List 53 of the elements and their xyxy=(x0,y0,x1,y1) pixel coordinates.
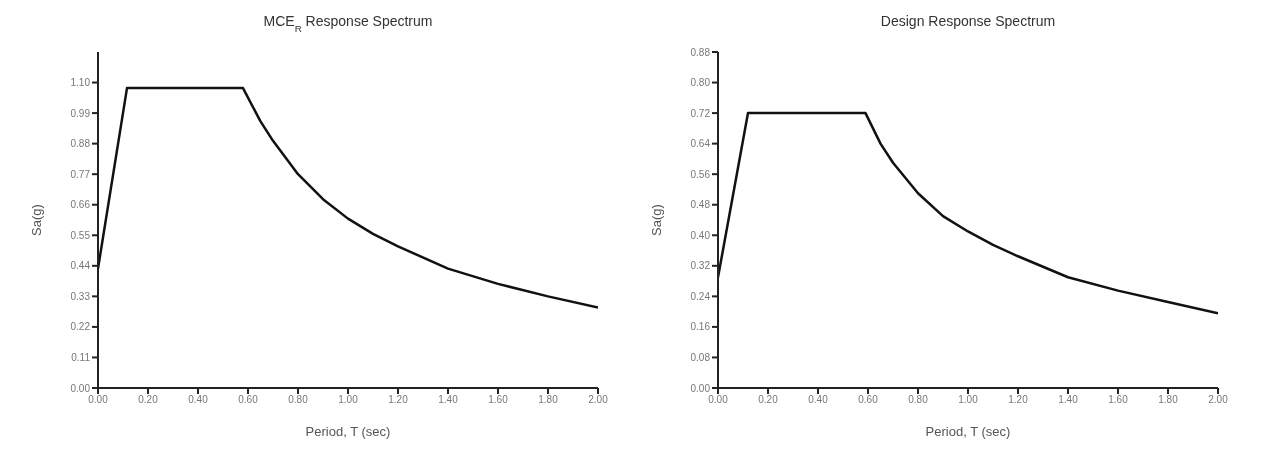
y-tick-label: 0.66 xyxy=(70,199,91,211)
y-tick-label: 0.64 xyxy=(690,138,711,150)
x-tick-label: 2.00 xyxy=(588,394,609,406)
x-tick-label: 0.20 xyxy=(758,394,779,406)
y-tick-label: 0.88 xyxy=(690,46,711,58)
x-tick-label: 0.20 xyxy=(138,394,159,406)
y-tick-label: 0.40 xyxy=(690,229,711,241)
x-tick-label: 0.00 xyxy=(708,394,729,406)
x-tick-label: 1.20 xyxy=(1008,394,1029,406)
y-tick-label: 0.48 xyxy=(690,199,711,211)
y-tick-label: 0.00 xyxy=(70,382,91,394)
line-series xyxy=(718,111,1218,315)
x-tick-label: 2.00 xyxy=(1208,394,1229,406)
x-tick-label: 0.00 xyxy=(88,394,109,406)
y-tick-label: 0.00 xyxy=(690,382,711,394)
x-tick-label: 0.60 xyxy=(238,394,259,406)
y-tick-label: 0.08 xyxy=(690,352,711,363)
x-tick-label: 0.40 xyxy=(188,394,209,406)
y-tick-label: 0.88 xyxy=(70,138,91,150)
chart-title: Design Response Spectrum xyxy=(880,13,1056,29)
y-tick-label: 0.11 xyxy=(71,352,91,363)
y-tick-label: 0.16 xyxy=(690,321,711,333)
y-tick-label: 0.80 xyxy=(690,77,711,89)
x-tick-label: 1.80 xyxy=(1158,394,1179,406)
x-tick-label: 1.00 xyxy=(338,394,359,406)
x-tick-label: 1.60 xyxy=(1108,394,1129,406)
x-tick-label: 1.00 xyxy=(958,394,979,406)
x-tick-label: 1.40 xyxy=(438,394,459,406)
x-tick-label: 0.80 xyxy=(908,394,929,406)
x-tick-label: 0.80 xyxy=(288,394,309,406)
y-tick-label: 0.22 xyxy=(70,321,91,333)
chart-title: MCE$_{R}$ Response Spectrum xyxy=(263,13,433,34)
y-axis-title: Sa(g) xyxy=(648,204,664,236)
x-tick-label: 0.60 xyxy=(858,394,879,406)
y-tick-label: 0.55 xyxy=(70,229,91,241)
y-tick-label: 0.33 xyxy=(70,290,91,302)
x-tick-label: 0.40 xyxy=(808,394,829,406)
line-series xyxy=(98,86,598,309)
y-tick-label: 0.24 xyxy=(690,290,711,302)
x-axis-title: Period, T (sec) xyxy=(925,424,1011,439)
y-axis-title: Sa(g) xyxy=(28,204,44,236)
y-tick-label: 0.56 xyxy=(690,168,711,180)
y-tick-label: 0.72 xyxy=(690,107,711,119)
x-tick-label: 1.80 xyxy=(538,394,559,406)
y-tick-label: 1.10 xyxy=(70,77,91,89)
x-tick-label: 1.20 xyxy=(388,394,409,406)
y-tick-label: 0.77 xyxy=(70,168,91,180)
x-tick-label: 1.40 xyxy=(1058,394,1079,406)
x-tick-label: 1.60 xyxy=(488,394,509,406)
x-axis-title: Period, T (sec) xyxy=(305,424,391,439)
y-tick-label: 0.32 xyxy=(690,260,711,272)
y-tick-label: 0.99 xyxy=(70,107,91,119)
y-tick-label: 0.44 xyxy=(70,260,91,272)
